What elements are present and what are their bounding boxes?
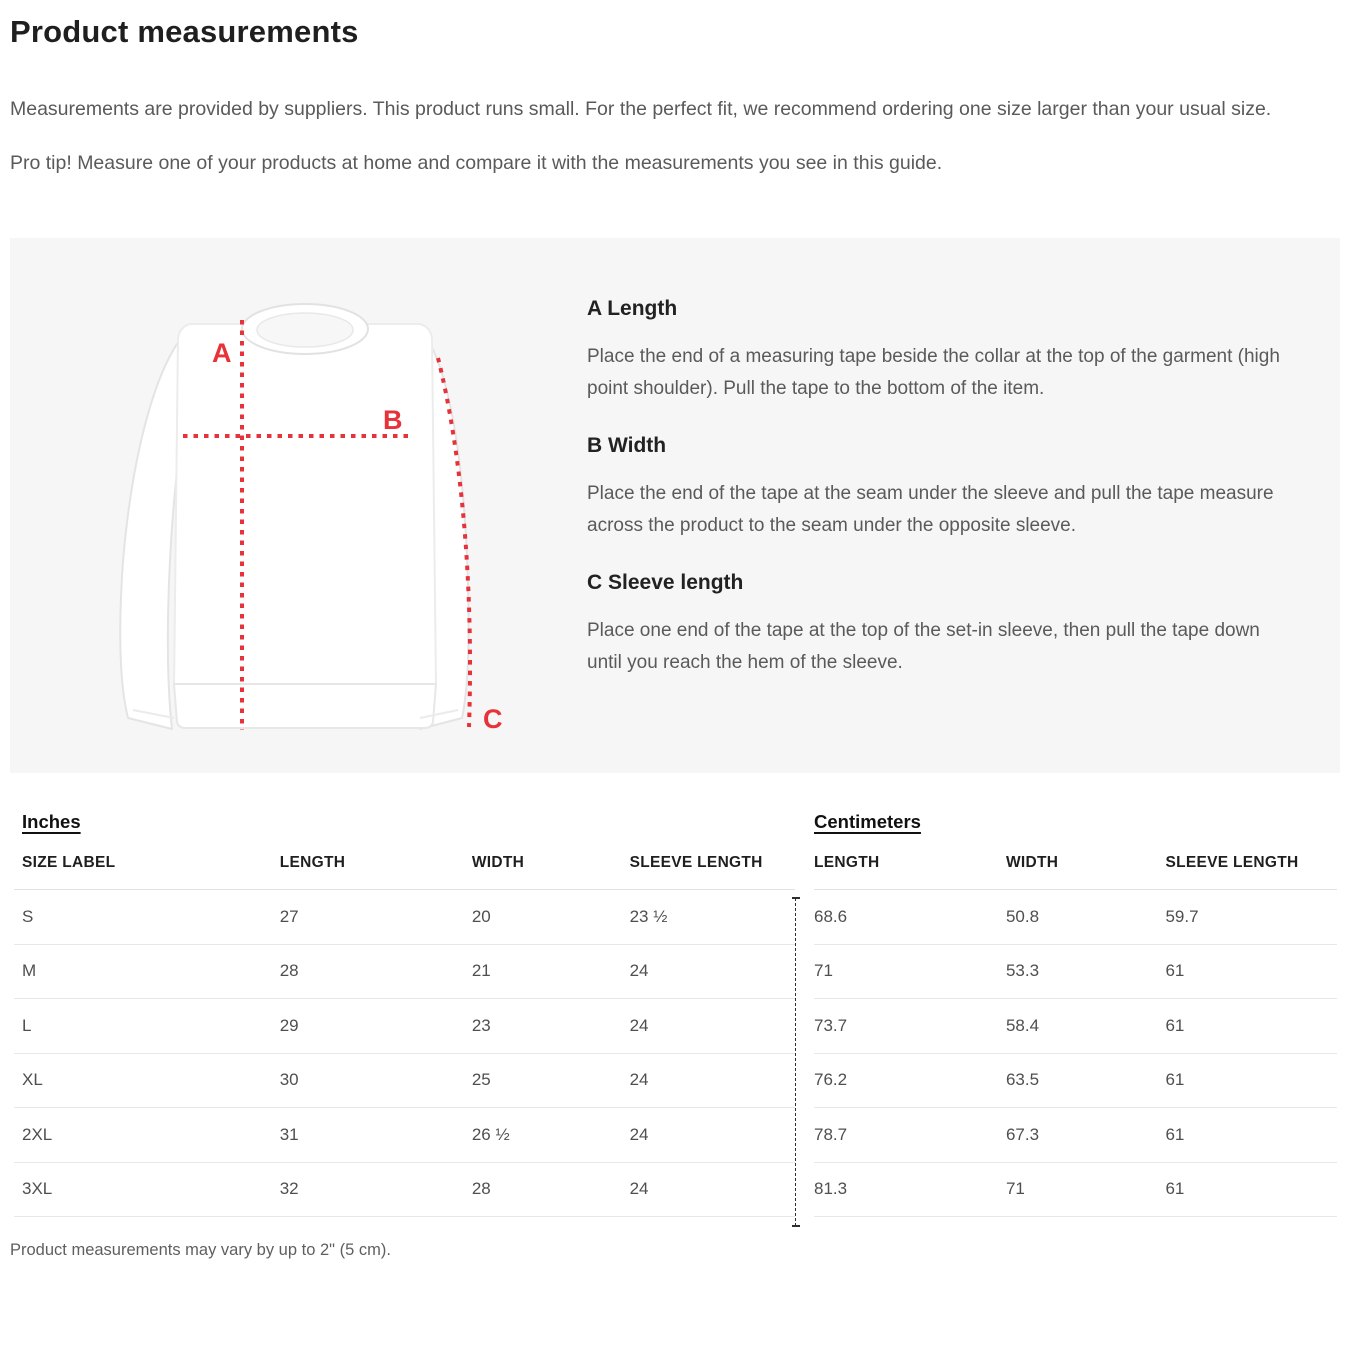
table-cell: 63.5: [1005, 1053, 1166, 1108]
table-cell: 26 ½: [463, 1107, 622, 1163]
table-cell: 78.7: [814, 1107, 1006, 1163]
table-header-row: LENGTH WIDTH SLEEVE LENGTH: [814, 854, 1337, 890]
table-cell: 24: [621, 1162, 795, 1217]
table-row: 3XL 32 28 24: [14, 1162, 795, 1217]
table-cell: S: [14, 889, 272, 945]
table-cell: 2XL: [14, 1107, 272, 1163]
sleeve-instruction-body: Place one end of the tape at the top of …: [587, 620, 1260, 673]
table-cell: 32: [271, 1162, 464, 1217]
width-instruction-heading: B Width: [587, 434, 667, 457]
table-cell: 24: [621, 944, 795, 999]
table-cell: 31: [271, 1107, 464, 1163]
table-row: 76.2 63.5 61: [814, 1053, 1337, 1108]
right-cuff-line: [419, 709, 459, 719]
table-cell: 24: [621, 998, 795, 1054]
width-instruction-body: Place the end of the tape at the seam un…: [587, 483, 1274, 536]
sweatshirt-diagram: A B C: [119, 303, 503, 734]
table-cell: 76.2: [814, 1053, 1006, 1108]
column-header: WIDTH: [1005, 854, 1166, 890]
column-header: WIDTH: [463, 854, 622, 890]
table-cell: 71: [814, 944, 1006, 999]
table-cell: 61: [1165, 944, 1337, 999]
table-row: 78.7 67.3 61: [814, 1107, 1337, 1163]
left-cuff-line: [132, 709, 175, 719]
table-row: S 27 20 23 ½: [14, 889, 795, 945]
label-a: A: [212, 338, 232, 368]
column-header: LENGTH: [271, 854, 464, 890]
table-cell: 67.3: [1005, 1107, 1166, 1163]
size-tables-section: Inches SIZE LABEL LENGTH WIDTH SLEEVE LENGT…: [14, 803, 1337, 1227]
table-cell: 23: [463, 998, 622, 1054]
table-cell: 28: [463, 1162, 622, 1217]
table-cell: 61: [1165, 1053, 1337, 1108]
table-cell: 58.4: [1005, 998, 1166, 1054]
column-header: SLEEVE LENGTH: [1165, 854, 1337, 890]
sweatshirt-waistband: [173, 683, 437, 729]
table-header-row: SIZE LABEL LENGTH WIDTH SLEEVE LENGTH: [14, 854, 795, 890]
table-cell: 23 ½: [621, 889, 795, 945]
length-instruction-heading: A Length: [587, 297, 678, 320]
table-cell: 71: [1005, 1162, 1166, 1217]
table-cell: 20: [463, 889, 622, 945]
table-cell: M: [14, 944, 272, 999]
page-title: Product measurements: [10, 14, 359, 49]
table-cell: 81.3: [814, 1162, 1006, 1217]
table-row: 73.7 58.4 61: [814, 998, 1337, 1054]
inches-heading[interactable]: Inches: [22, 811, 81, 832]
table-cell: 53.3: [1005, 944, 1166, 999]
table-row: 71 53.3 61: [814, 944, 1337, 999]
table-cell: 30: [271, 1053, 464, 1108]
centimeters-heading[interactable]: Centimeters: [814, 811, 921, 832]
table-cell: 3XL: [14, 1162, 272, 1217]
product-measurements-page: Product measurements Measurements are pr…: [0, 13, 1350, 1350]
table-cell: XL: [14, 1053, 272, 1108]
measurement-guide-panel: A B C A Length Place the end of a measur…: [10, 238, 1340, 773]
column-header: SIZE LABEL: [14, 854, 272, 890]
table-cell: 25: [463, 1053, 622, 1108]
measurement-instructions: A Length Place the end of a measuring ta…: [587, 296, 1311, 707]
sleeve-instruction-heading: C Sleeve length: [587, 571, 744, 594]
table-cell: 61: [1165, 1107, 1337, 1163]
column-header: LENGTH: [814, 854, 1006, 890]
table-cell: 73.7: [814, 998, 1006, 1054]
table-cell: 28: [271, 944, 464, 999]
table-row: 2XL 31 26 ½ 24: [14, 1107, 795, 1163]
sweatshirt-torso: [173, 323, 437, 687]
table-cell: 24: [621, 1053, 795, 1108]
table-cell: 29: [271, 998, 464, 1054]
inches-table-block: Inches SIZE LABEL LENGTH WIDTH SLEEVE LENGT…: [14, 803, 795, 1217]
column-header: SLEEVE LENGTH: [621, 854, 795, 890]
centimeters-table: LENGTH WIDTH SLEEVE LENGTH 68.6 50.8 59.7 71 53…: [814, 854, 1337, 1217]
sweatshirt-collar-inner: [256, 312, 354, 348]
table-cell: 59.7: [1165, 889, 1337, 945]
table-cell: 24: [621, 1107, 795, 1163]
table-row: L 29 23 24: [14, 998, 795, 1054]
label-c: C: [483, 704, 503, 734]
pro-tip-text: Pro tip! Measure one of your products at…: [10, 152, 943, 174]
length-instruction-body: Place the end of a measuring tape beside…: [587, 346, 1280, 399]
centimeters-table-block: Centimeters LENGTH WIDTH SLEEVE LENGTH 68.6…: [795, 803, 1337, 1217]
table-cell: 50.8: [1005, 889, 1166, 945]
measurement-disclaimer: Product measurements may vary by up to 2…: [10, 1241, 391, 1259]
unit-divider-line: [791, 897, 800, 1227]
label-b: B: [383, 405, 403, 435]
table-cell: 68.6: [814, 889, 1006, 945]
table-cell: 61: [1165, 998, 1337, 1054]
table-row: 81.3 71 61: [814, 1162, 1337, 1217]
table-cell: 21: [463, 944, 622, 999]
table-row: 68.6 50.8 59.7: [814, 889, 1337, 945]
table-cell: L: [14, 998, 272, 1054]
inches-table: SIZE LABEL LENGTH WIDTH SLEEVE LENGTH S 27 20 2…: [14, 854, 795, 1217]
table-cell: 27: [271, 889, 464, 945]
table-row: M 28 21 24: [14, 944, 795, 999]
intro-text: Measurements are provided by suppliers. …: [10, 98, 1272, 120]
table-row: XL 30 25 24: [14, 1053, 795, 1108]
table-cell: 61: [1165, 1162, 1337, 1217]
